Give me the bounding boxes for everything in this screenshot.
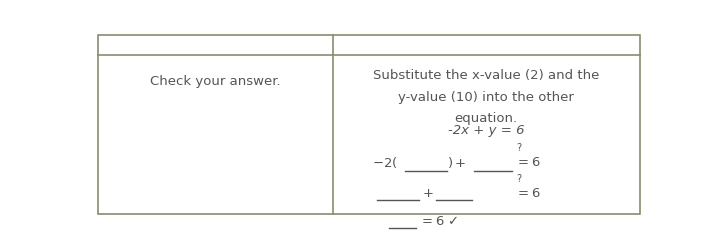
Text: -2x + y = 6: -2x + y = 6	[448, 124, 524, 137]
Text: ?: ?	[516, 143, 521, 153]
Text: $+$: $+$	[422, 186, 433, 199]
Text: ?: ?	[516, 174, 521, 184]
Text: $-2($: $-2($	[372, 155, 397, 170]
Text: Substitute the x-value (2) and the: Substitute the x-value (2) and the	[373, 69, 599, 82]
Text: $= 6$: $= 6$	[515, 186, 541, 199]
Text: $= 6\ $✓: $= 6\ $✓	[419, 214, 459, 227]
Text: $) +$: $) +$	[447, 155, 467, 170]
Text: Check your answer.: Check your answer.	[150, 75, 281, 88]
Text: $= 6$: $= 6$	[515, 156, 541, 169]
Text: equation.: equation.	[454, 112, 518, 125]
Text: y-value (10) into the other: y-value (10) into the other	[398, 90, 574, 103]
